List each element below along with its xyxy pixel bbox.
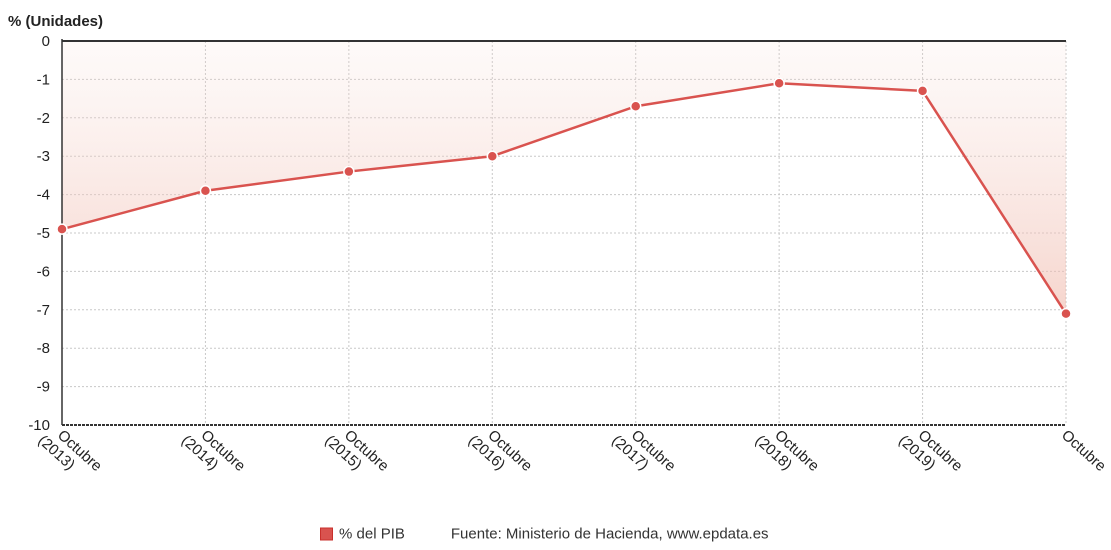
data-point: [56, 223, 68, 235]
y-tick-label: -8: [37, 340, 50, 357]
area-layer: [62, 41, 1066, 314]
x-tick-label: Octubre(2017): [608, 419, 679, 487]
y-tick-label: -6: [37, 263, 50, 280]
series-area: [62, 41, 1066, 314]
y-tick-label: -5: [37, 225, 50, 242]
data-point: [199, 185, 212, 197]
data-point: [343, 165, 355, 178]
data-point: [773, 77, 785, 89]
y-tick-label: -7: [37, 302, 50, 319]
y-tick-label: -4: [37, 187, 50, 204]
data-point: [486, 150, 499, 162]
y-axis-title: % (Unidades): [8, 13, 103, 30]
legend: % del PIB Fuente: Ministerio de Hacienda…: [320, 526, 769, 543]
x-tick-label: Octubre(2018): [752, 419, 823, 487]
source-text: Fuente: Ministerio de Hacienda, www.epda…: [450, 525, 769, 543]
x-tick-label: Octubre(2016): [465, 419, 536, 487]
x-tick-label: Octubre: [1058, 427, 1109, 475]
y-tick-label: -1: [37, 71, 50, 88]
y-tick-label: -10: [28, 417, 50, 434]
x-tick-label: Octubre(2015): [321, 419, 392, 487]
grid-layer: [61, 40, 1067, 426]
x-tick-label: Octubre(2019): [895, 419, 966, 487]
y-tick-label: 0: [42, 33, 50, 50]
data-point: [916, 85, 929, 97]
data-point: [629, 100, 642, 113]
y-tick-label: -3: [37, 148, 50, 165]
legend-swatch: [320, 527, 333, 541]
series-line: [61, 81, 1068, 315]
legend-series-label: % del PIB: [339, 525, 405, 543]
x-tick-line: Octubre: [1058, 427, 1109, 475]
y-tick-label: -9: [37, 379, 50, 396]
x-tick-label: Octubre(2014): [178, 419, 249, 487]
series-layer: [56, 77, 1072, 320]
y-tick-label: -2: [37, 110, 50, 127]
data-point: [1060, 307, 1072, 320]
